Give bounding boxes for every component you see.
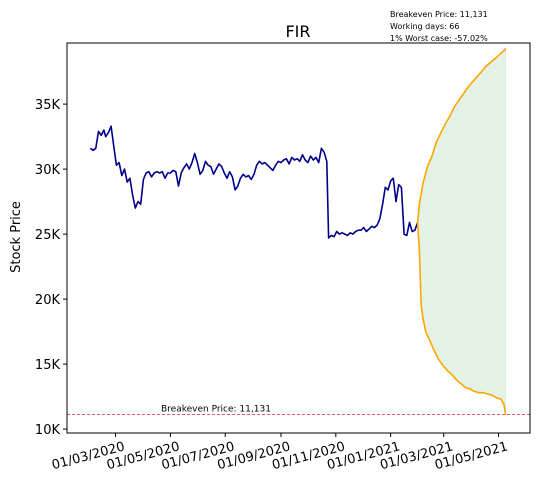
chart-title: FIR [285, 22, 310, 41]
y-tick-label: 15K [35, 358, 61, 373]
y-tick-label: 35K [35, 98, 61, 113]
forecast-upper-line [416, 47, 507, 223]
plot-area [89, 46, 507, 415]
breakeven-layer: Breakeven Price: 11,131 [67, 404, 530, 415]
info-line-worst-case: 1% Worst case: -57.02% [390, 34, 488, 43]
info-line-breakeven: Breakeven Price: 11,131 [390, 10, 488, 19]
y-tick-label: 10K [35, 423, 61, 438]
history-line [89, 125, 419, 239]
y-tick-label: 20K [35, 293, 61, 308]
breakeven-label: Breakeven Price: 11,131 [161, 404, 271, 414]
y-tick-label: 25K [35, 228, 61, 243]
plot-frame [66, 42, 531, 434]
forecast-lower-line [416, 222, 507, 415]
y-tick-label: 30K [35, 163, 61, 178]
y-axis-label: Stock Price [9, 201, 24, 273]
info-line-working-days: Working days: 66 [390, 22, 459, 31]
info-annotation: Breakeven Price: 11,131 Working days: 66… [390, 10, 488, 43]
